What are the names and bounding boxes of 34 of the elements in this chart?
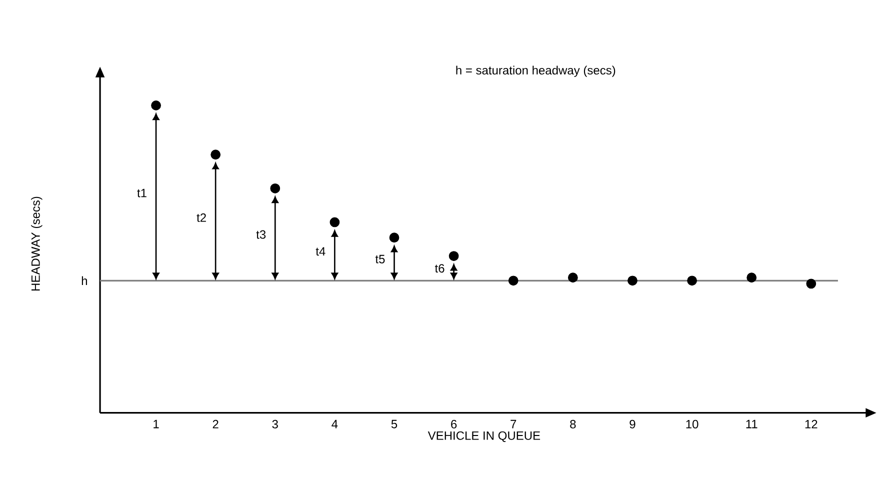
point xyxy=(270,183,280,194)
x-tick-label: 1 xyxy=(154,420,159,428)
point xyxy=(806,278,816,289)
ref-line-label: h xyxy=(82,276,87,285)
y-axis-title: HEADWAY (secs) xyxy=(31,196,42,290)
point xyxy=(151,100,161,110)
x-tick-label: 7 xyxy=(510,420,516,428)
annotation: t2 xyxy=(196,213,206,222)
x-tick-label: 6 xyxy=(451,420,457,428)
point xyxy=(687,276,697,286)
x-tick-label: 10 xyxy=(686,420,698,428)
point xyxy=(330,217,340,228)
annotation: t1 xyxy=(137,188,146,198)
x-tick-label: 8 xyxy=(570,420,576,428)
x-tick-label: 2 xyxy=(212,420,218,428)
x-tick-label: 9 xyxy=(630,420,636,428)
x-axis-title: VEHICLE IN QUEUE xyxy=(428,431,540,442)
point xyxy=(389,232,400,242)
point xyxy=(628,276,638,286)
annotation: t4 xyxy=(316,247,326,256)
x-tick-label: 3 xyxy=(272,420,278,428)
point xyxy=(568,272,578,282)
annotation: t3 xyxy=(256,230,266,239)
annotation: t6 xyxy=(434,264,444,273)
point xyxy=(210,150,221,160)
x-tick-label: 12 xyxy=(805,420,818,428)
x-tick-label: 11 xyxy=(746,420,758,428)
annotation: t5 xyxy=(375,254,385,264)
point xyxy=(746,272,757,282)
point xyxy=(508,276,518,286)
x-tick-label: 5 xyxy=(391,420,398,428)
point xyxy=(448,251,459,261)
text: h = saturation headway (secs) xyxy=(456,66,616,77)
x-tick-label: 4 xyxy=(332,420,338,428)
